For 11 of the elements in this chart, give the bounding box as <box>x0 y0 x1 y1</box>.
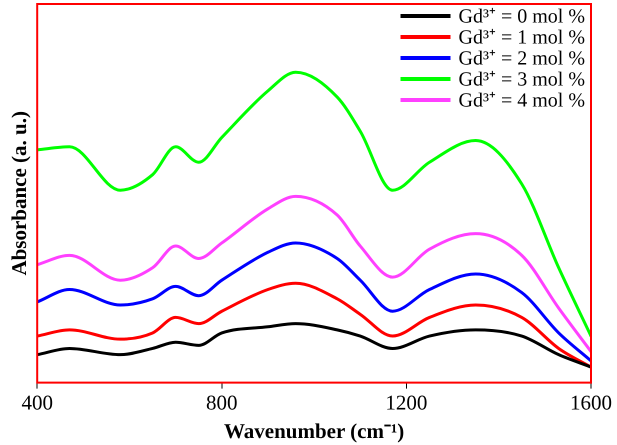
legend-label: Gd³⁺ = 3 mol % <box>458 68 586 90</box>
x-tick-label: 800 <box>206 390 238 415</box>
x-tick-label: 400 <box>21 390 53 415</box>
y-axis-title: Absorbance (a. u.) <box>7 111 32 276</box>
legend-label: Gd³⁺ = 4 mol % <box>458 89 586 112</box>
x-tick-label: 1600 <box>570 390 612 415</box>
x-axis-title: Wavenumber (cm⁻¹) <box>224 418 404 443</box>
legend-label: Gd³⁺ = 2 mol % <box>458 47 586 70</box>
x-tick-label: 1200 <box>385 390 428 415</box>
legend-label: Gd³⁺ = 1 mol % <box>458 26 586 48</box>
legend-label: Gd³⁺ = 0 mol % <box>458 5 586 28</box>
